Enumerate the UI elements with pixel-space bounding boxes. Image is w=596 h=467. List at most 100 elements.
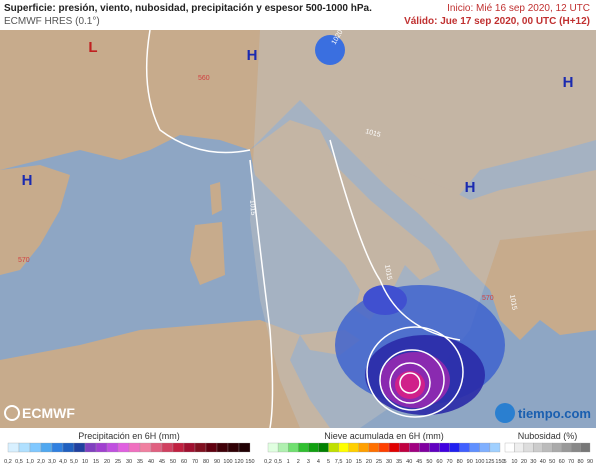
legend-swatch xyxy=(570,442,581,453)
pressure-center: H xyxy=(22,172,33,189)
legend-swatch xyxy=(183,442,196,453)
legend-swatch xyxy=(358,442,370,453)
legend-swatch xyxy=(504,442,515,453)
legend-tick: 4,0 xyxy=(59,459,67,465)
legend-swatch xyxy=(533,442,543,453)
land-sardinia xyxy=(190,222,225,285)
legend-swatch xyxy=(139,442,152,453)
legend-tick: 90 xyxy=(587,459,593,465)
tiempo-logo: tiempo.com xyxy=(495,403,591,423)
legend-tick: 80 xyxy=(577,459,583,465)
thickness-label: 560 xyxy=(198,75,210,82)
legend-tick: 70 xyxy=(568,459,574,465)
legend-title: Precipitación en 6H (mm) xyxy=(78,431,180,441)
legend-swatch xyxy=(128,442,141,453)
legend-swatch xyxy=(479,442,491,453)
legend-tick: 10 xyxy=(346,459,352,465)
legend-swatch xyxy=(238,442,251,453)
legend-swatch xyxy=(398,442,410,453)
legend-swatch xyxy=(378,442,390,453)
legend-swatch xyxy=(388,442,400,453)
legend-swatch xyxy=(368,442,380,453)
legend-tick: 2,0 xyxy=(37,459,45,465)
legend-tick: 0,5 xyxy=(15,459,23,465)
legend-tick: 70 xyxy=(447,459,453,465)
legend-swatch xyxy=(29,442,42,453)
legend-swatch xyxy=(267,442,279,453)
legend-swatch xyxy=(161,442,174,453)
legend-tick: 100 xyxy=(223,459,232,465)
logo-text: ECMWF xyxy=(22,405,75,421)
header-bg xyxy=(0,0,596,30)
logo-text: tiempo.com xyxy=(518,406,591,421)
legend-tick: 4 xyxy=(317,459,320,465)
legend-tick: 7,5 xyxy=(335,459,343,465)
legend-tick: 150 xyxy=(495,459,504,465)
land-europe xyxy=(0,28,596,200)
legend-swatch xyxy=(172,442,185,453)
legend-tick: 20 xyxy=(366,459,372,465)
model: ECMWF HRES (0.1°) xyxy=(4,16,100,27)
legend-tick: 45 xyxy=(416,459,422,465)
legend-tick: 120 xyxy=(234,459,243,465)
legend-swatch xyxy=(449,442,460,453)
legend-tick: 90 xyxy=(214,459,220,465)
legend-swatch xyxy=(523,442,534,453)
land-corsica xyxy=(210,182,222,215)
legend-swatch xyxy=(106,442,119,453)
legend-swatch xyxy=(580,442,591,453)
legend-swatch xyxy=(318,442,329,453)
legend-title: Nieve acumulada en 6H (mm) xyxy=(324,431,444,441)
legend-swatch xyxy=(419,442,430,453)
legend-swatch xyxy=(338,442,349,453)
legend-tick: 10 xyxy=(82,459,88,465)
legend-tick: 60 xyxy=(559,459,565,465)
legend-swatch xyxy=(552,442,562,453)
thickness-label: 570 xyxy=(482,295,494,302)
title: Superficie: presión, viento, nubosidad, … xyxy=(4,3,372,14)
legend-tick: 90 xyxy=(467,459,473,465)
legend-tick: 50 xyxy=(170,459,176,465)
pressure-center: H xyxy=(465,179,476,196)
legend-swatch xyxy=(95,442,108,453)
land-iberia xyxy=(0,165,70,275)
legend-tick: 5,0 xyxy=(70,459,78,465)
legend-tick: 3,0 xyxy=(48,459,56,465)
legend-swatch xyxy=(51,442,64,453)
legend-tick: 125 xyxy=(485,459,494,465)
legend-swatch xyxy=(18,442,31,453)
legend-swatch xyxy=(348,442,359,453)
pressure-center: H xyxy=(247,47,258,64)
legend-swatch xyxy=(84,442,97,453)
legend-swatch xyxy=(429,442,440,453)
legend-tick: 0,5 xyxy=(274,459,282,465)
legend-tick: 70 xyxy=(192,459,198,465)
legend-tick: 0,2 xyxy=(264,459,272,465)
legend-tick: 30 xyxy=(386,459,392,465)
legend-swatch xyxy=(73,442,86,453)
legend-tick: 40 xyxy=(540,459,546,465)
pressure-center: H xyxy=(563,74,574,91)
legend-swatch xyxy=(542,442,553,453)
precip xyxy=(395,371,425,399)
legend-swatch xyxy=(489,442,501,453)
ecmwf-logo: ECMWF xyxy=(4,405,75,421)
legend-swatch xyxy=(227,442,240,453)
legend-swatch xyxy=(150,442,163,453)
legend-title: Nubosidad (%) xyxy=(518,431,578,441)
legend-tick: 1 xyxy=(287,459,290,465)
legend-tick: 40 xyxy=(148,459,154,465)
legend-tick: 5 xyxy=(503,459,506,465)
legend-tick: 35 xyxy=(137,459,143,465)
legend-swatch xyxy=(409,442,420,453)
land-balkans xyxy=(350,150,596,340)
legend-tick: 30 xyxy=(530,459,536,465)
legend-swatch xyxy=(117,442,130,453)
isobar-label: 1015 xyxy=(248,200,256,216)
legend-tick: 60 xyxy=(181,459,187,465)
legend-tick: 15 xyxy=(356,459,362,465)
legend-tick: 45 xyxy=(159,459,165,465)
isobar-label: 1015 xyxy=(364,128,381,139)
legend-swatch xyxy=(298,442,309,453)
